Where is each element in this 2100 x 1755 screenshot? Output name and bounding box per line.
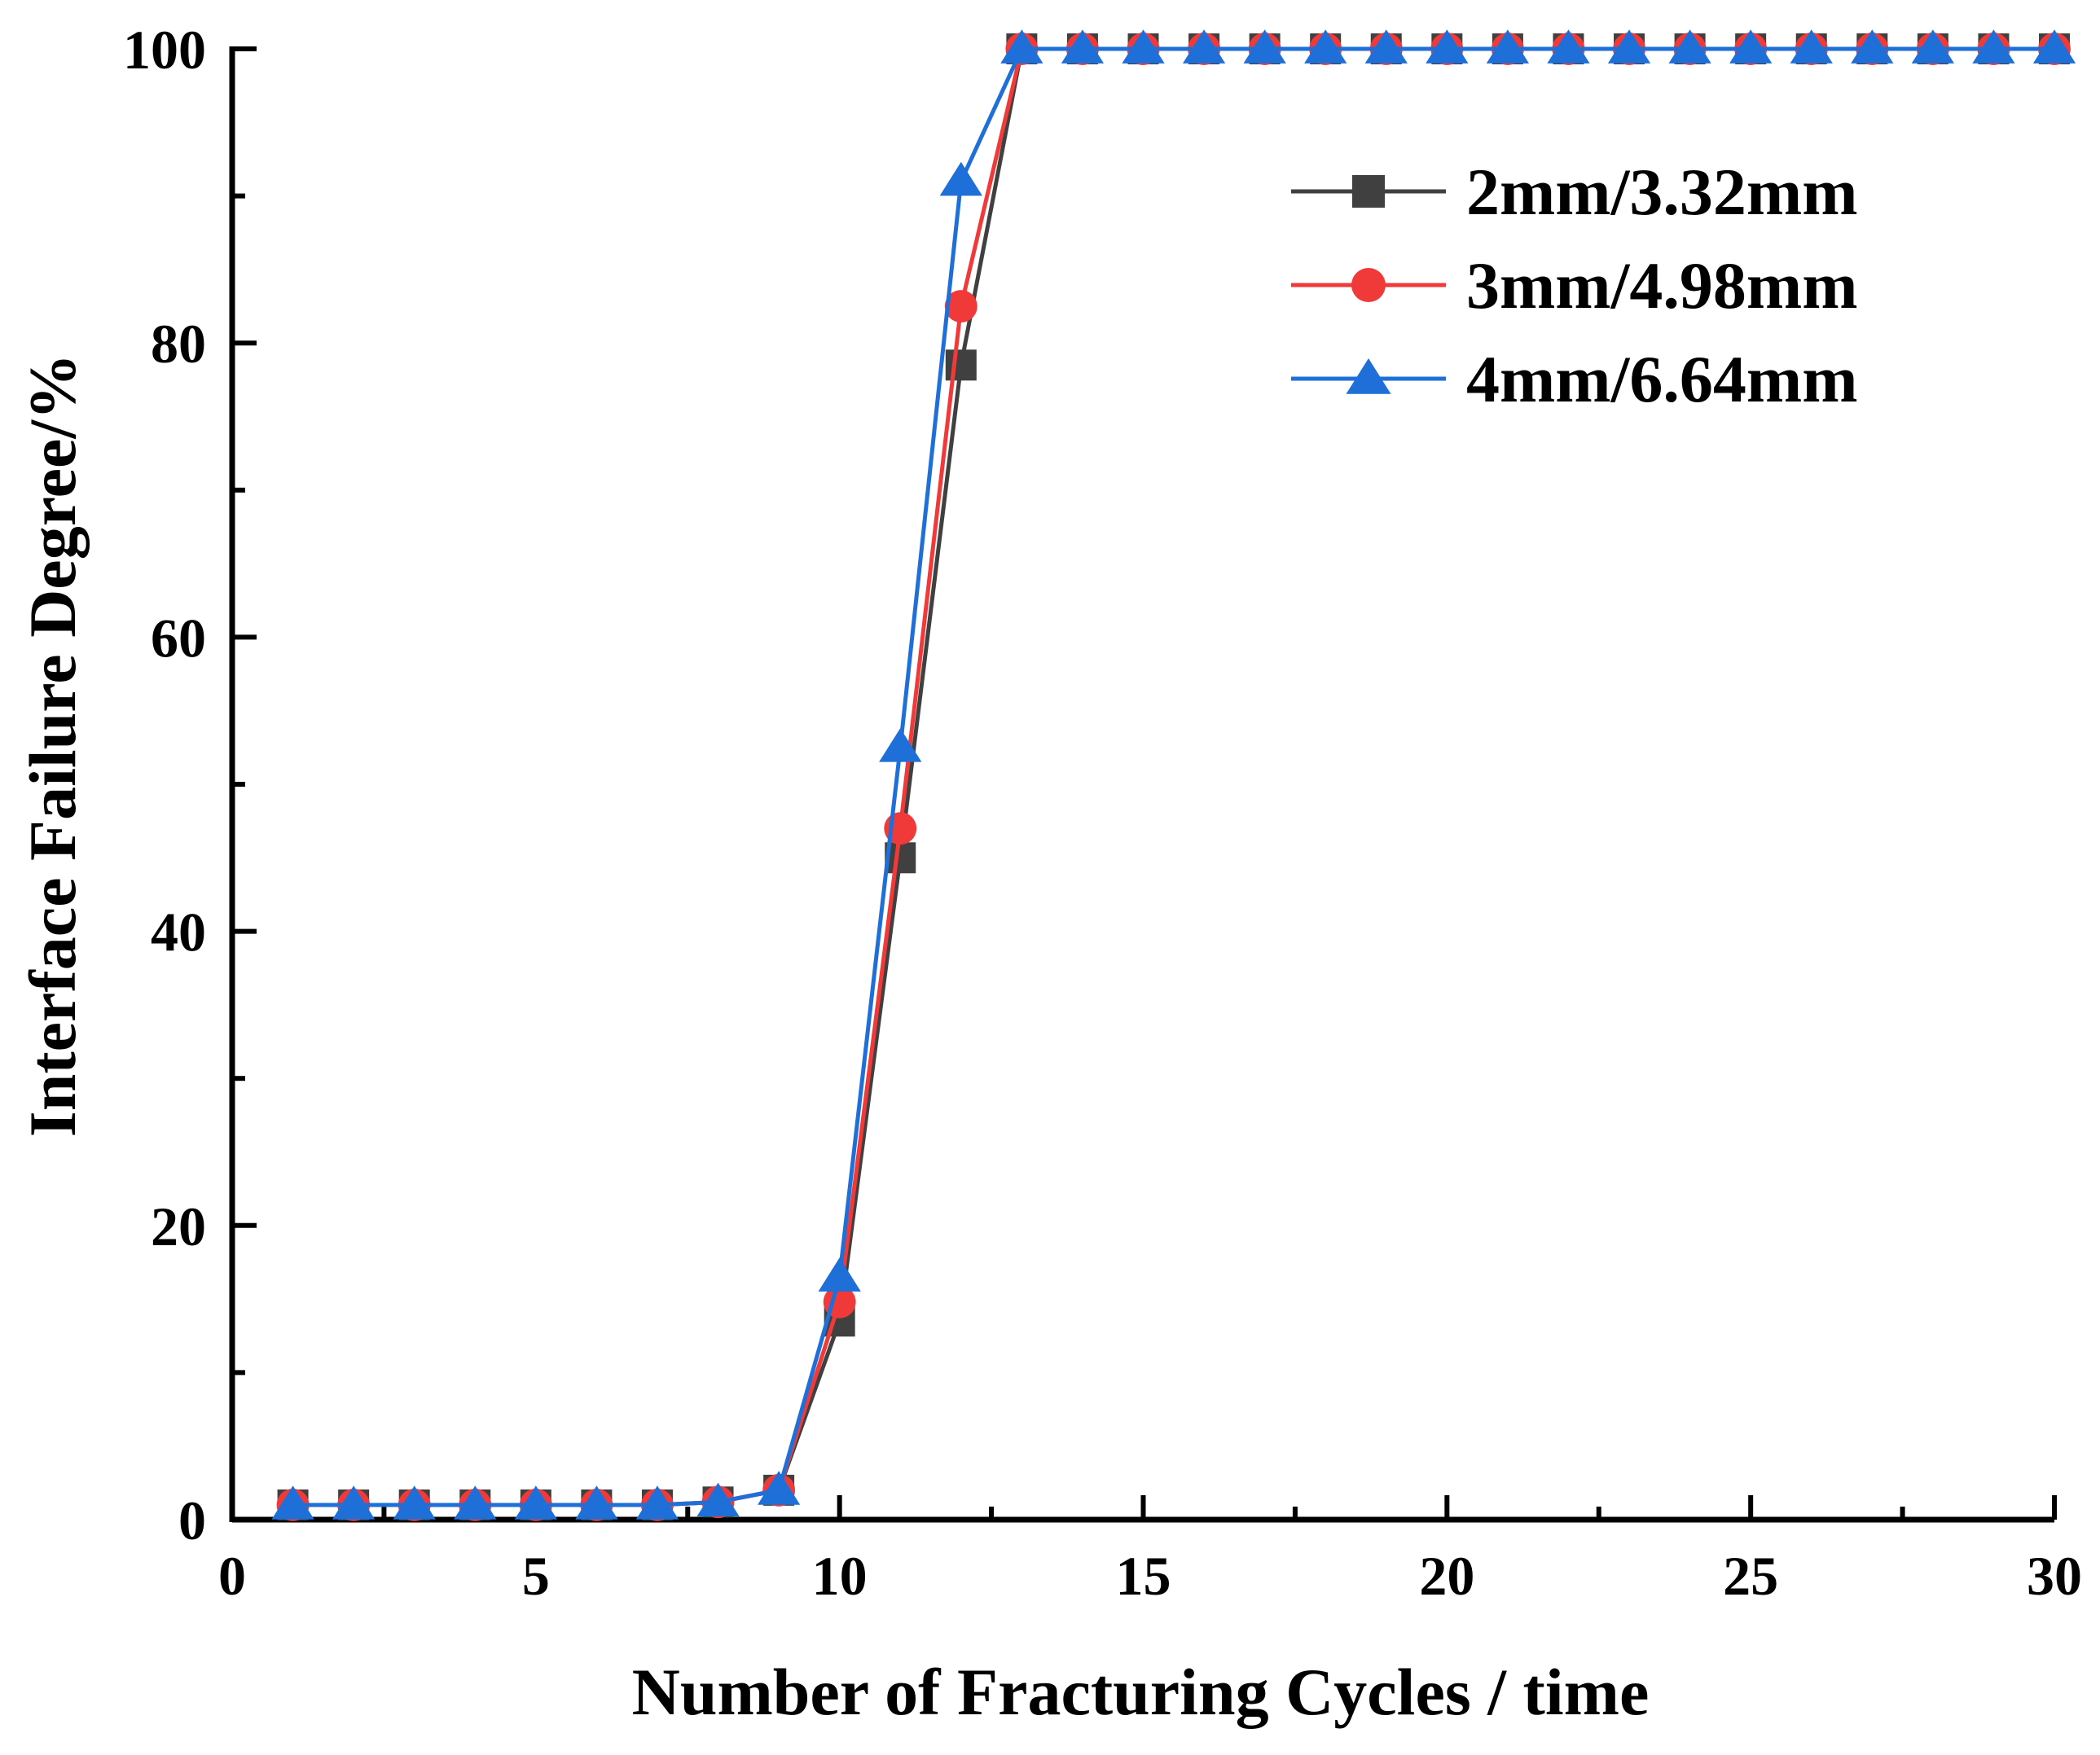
labels: Number of Fracturing Cycles / time Inter… xyxy=(15,353,1649,1729)
ticks: 0 5 10 15 20 25 30 0 20 40 60 80 100 xyxy=(123,19,2082,1607)
data-point xyxy=(1911,29,1954,64)
legend: 2mm/3.32mm 3mm/4.98mm 4mm/6.64mm xyxy=(1291,155,1858,416)
legend-entry: 3mm/4.98mm xyxy=(1291,248,1858,322)
y-tick-label: 20 xyxy=(151,1196,206,1257)
data-point xyxy=(1182,29,1226,64)
data-point xyxy=(1851,29,1894,64)
x-tick-label: 30 xyxy=(2027,1545,2082,1607)
data-point xyxy=(1668,29,1711,64)
data-point xyxy=(696,1482,740,1517)
data-point xyxy=(945,349,977,381)
data-point xyxy=(454,1485,497,1520)
legend-entry: 2mm/3.32mm xyxy=(1291,155,1858,229)
x-tick-label: 25 xyxy=(1723,1545,1778,1607)
data-point xyxy=(1729,29,1773,64)
x-tick-label: 10 xyxy=(812,1545,868,1607)
x-axis-title: Number of Fracturing Cycles / time xyxy=(632,1655,1650,1729)
legend-marker xyxy=(1351,268,1386,302)
data-point xyxy=(393,1485,436,1520)
y-tick-label: 100 xyxy=(123,19,206,81)
data-point xyxy=(1547,29,1590,64)
data-point xyxy=(1486,29,1530,64)
legend-label: 2mm/3.32mm xyxy=(1466,155,1858,229)
data-point xyxy=(1790,29,1833,64)
data-point xyxy=(1364,29,1408,64)
x-tick-label: 20 xyxy=(1419,1545,1474,1607)
x-tick-label: 5 xyxy=(522,1545,550,1607)
data-point xyxy=(1122,29,1165,64)
legend-label: 3mm/4.98mm xyxy=(1466,248,1858,322)
legend-entry: 4mm/6.64mm xyxy=(1291,342,1858,416)
data-point xyxy=(939,161,982,196)
y-tick-label: 40 xyxy=(151,902,206,963)
data-point xyxy=(1061,29,1105,64)
data-point xyxy=(1243,29,1286,64)
legend-marker xyxy=(1352,175,1385,208)
data-point xyxy=(2032,29,2076,64)
data-point xyxy=(1304,29,1347,64)
legend-marker xyxy=(1346,358,1391,394)
data-point xyxy=(879,728,922,762)
x-tick-label: 0 xyxy=(218,1545,246,1607)
y-tick-label: 0 xyxy=(178,1490,206,1551)
legend-label: 4mm/6.64mm xyxy=(1466,342,1858,416)
data-point xyxy=(332,1485,376,1520)
data-point xyxy=(944,290,978,322)
data-point xyxy=(514,1485,557,1520)
y-tick-label: 80 xyxy=(151,313,206,375)
data-point xyxy=(1607,29,1651,64)
data-point xyxy=(818,1257,861,1292)
data-point xyxy=(635,1485,679,1520)
data-point xyxy=(1972,29,2015,64)
data-point xyxy=(1426,29,1469,64)
data-point xyxy=(757,1471,801,1505)
series-3 xyxy=(271,29,2076,1520)
y-axis-title: Interface Failure Degree/% xyxy=(15,353,90,1137)
x-tick-label: 15 xyxy=(1116,1545,1171,1607)
data-point xyxy=(1000,29,1043,64)
data-point xyxy=(575,1485,618,1520)
data-point xyxy=(271,1485,314,1520)
y-tick-label: 60 xyxy=(151,607,206,669)
series-layer xyxy=(271,29,2076,1521)
